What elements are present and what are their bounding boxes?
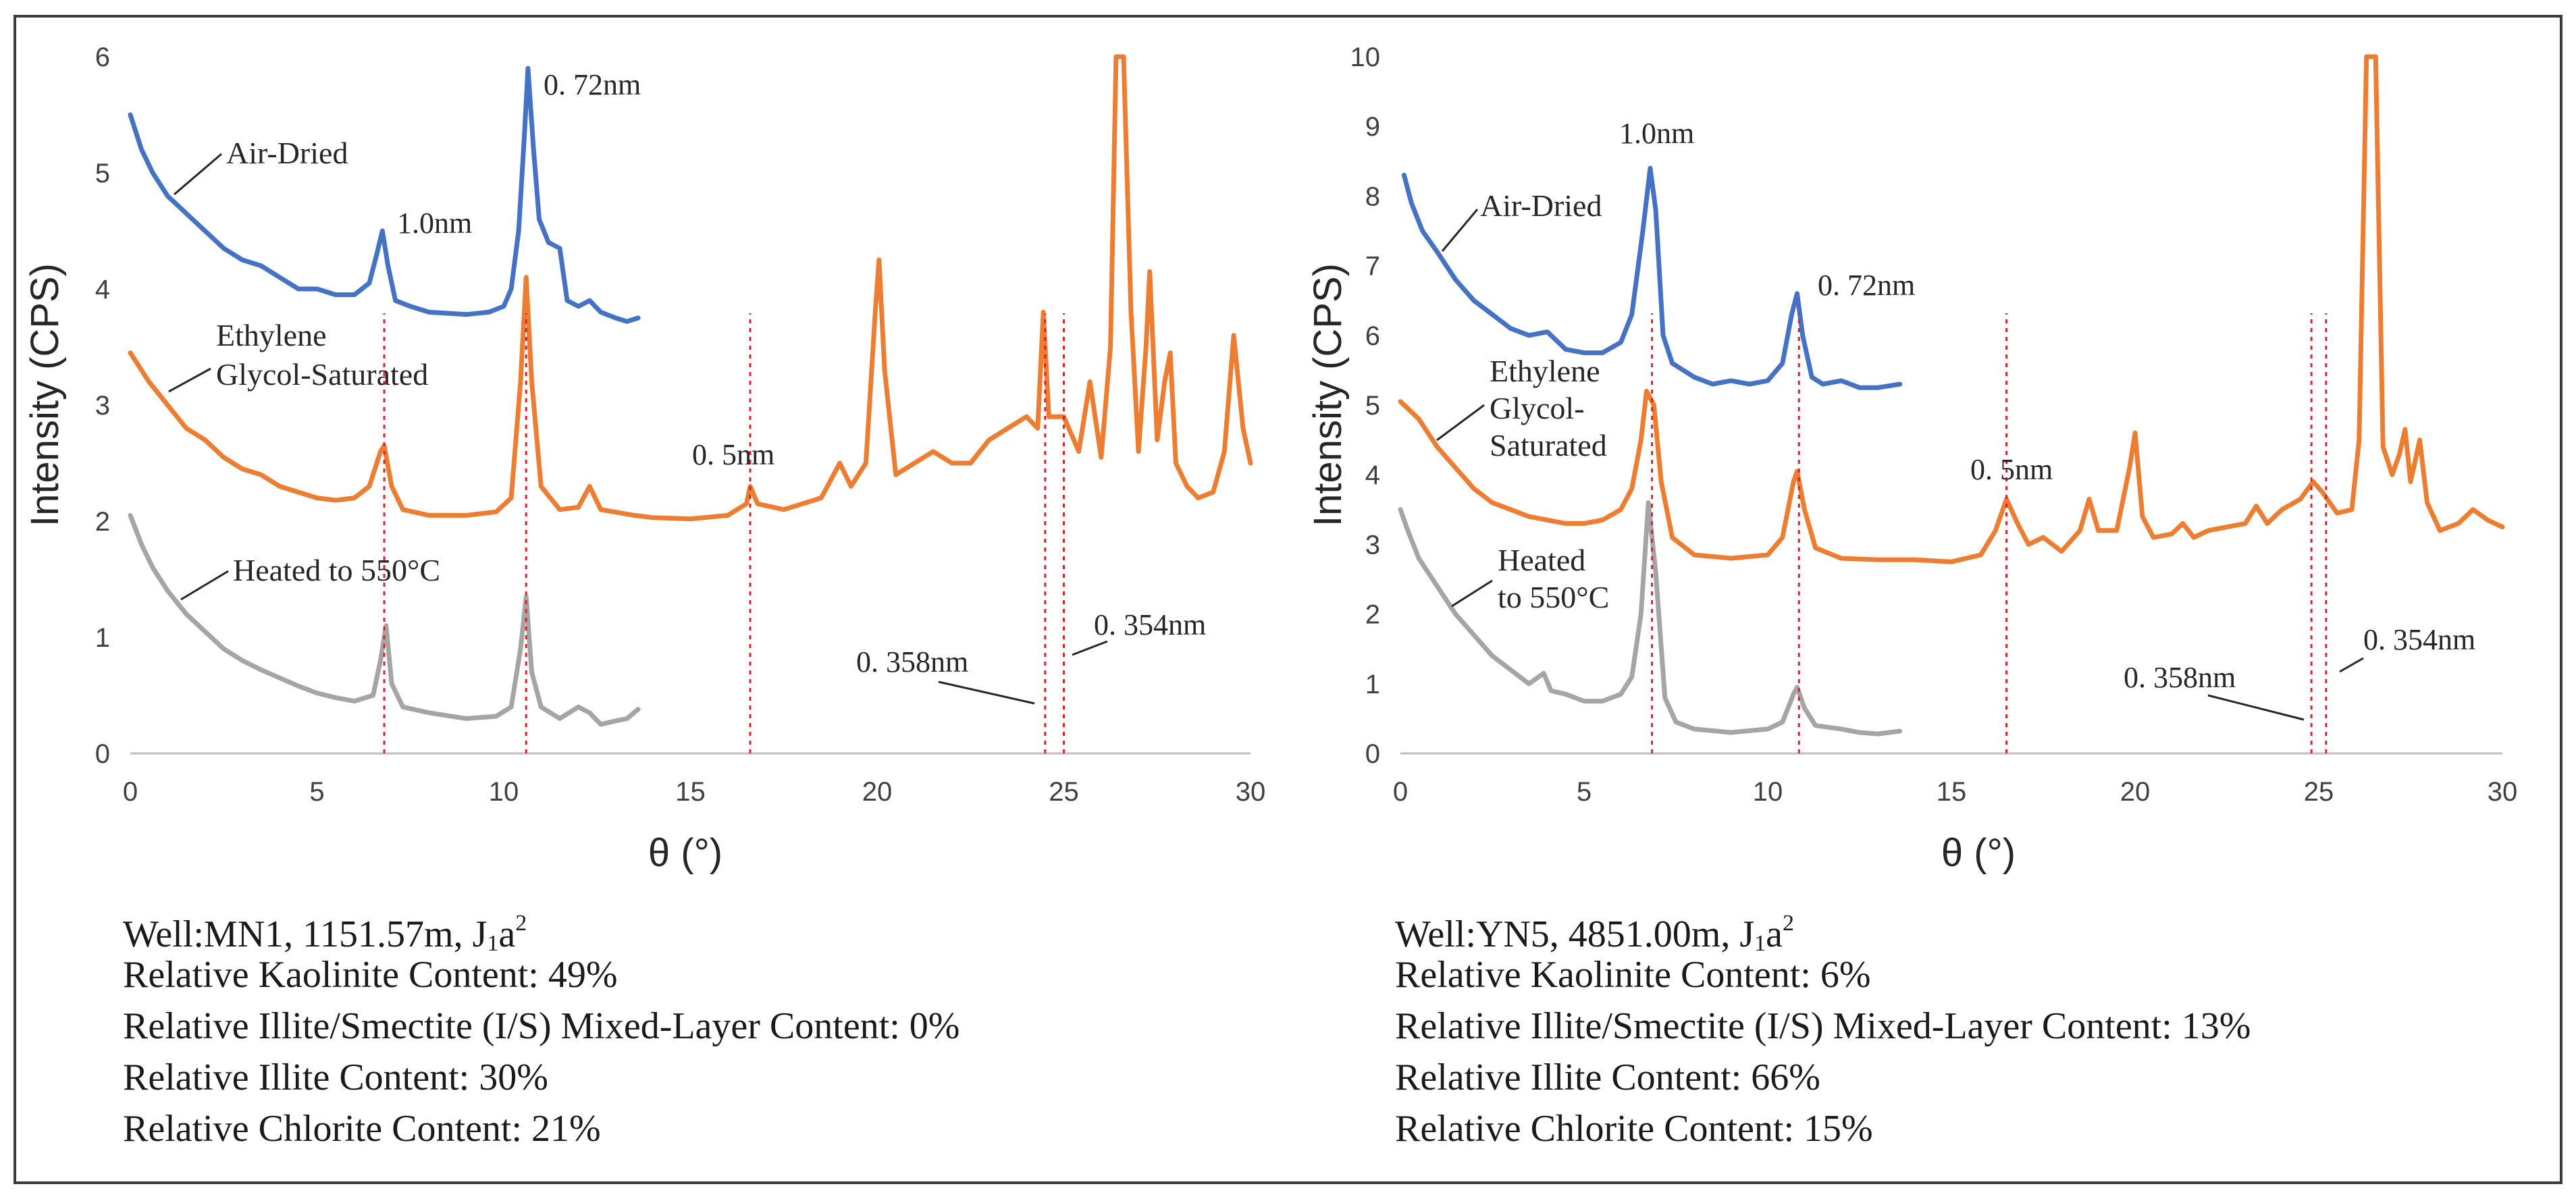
left-x-tick-label: 30 bbox=[1236, 777, 1266, 807]
left-peak-markers bbox=[383, 313, 1065, 753]
left-labels: Intensity (CPS) θ (°) 0. 72nm 1.0nm 0. 5… bbox=[23, 68, 1206, 875]
left-annotation-10nm: 1.0nm bbox=[397, 207, 472, 240]
left-annotation-0354nm: 0. 354nm bbox=[1094, 608, 1206, 641]
right-y-tick-label: 6 bbox=[1365, 321, 1380, 351]
left-y-tick-label: 2 bbox=[95, 507, 110, 537]
info-right-chlorite: Relative Chlorite Content: 15% bbox=[1395, 1108, 1873, 1150]
right-label-ethylene: Ethylene bbox=[1490, 354, 1600, 388]
right-x-tick-label: 20 bbox=[2120, 777, 2151, 807]
info-left-chlorite: Relative Chlorite Content: 21% bbox=[123, 1108, 601, 1150]
chart-right: 0 1 2 3 4 5 6 7 8 9 10 0 5 10 15 20 25 30 Intensity (CPS)… bbox=[1306, 43, 2518, 875]
left-y-tick-label: 6 bbox=[95, 43, 110, 72]
left-x-tick-label: 20 bbox=[862, 777, 893, 807]
left-series-glycol bbox=[128, 54, 1253, 522]
left-x-tick-label: 0 bbox=[123, 777, 138, 807]
right-y-axis-label: Intensity (CPS) bbox=[1306, 263, 1350, 527]
right-y-tick-label: 4 bbox=[1365, 460, 1380, 490]
left-annotation-072nm: 0. 72nm bbox=[544, 68, 641, 101]
right-label-air-dried: Air-Dried bbox=[1480, 188, 1602, 223]
right-y-tick-label: 3 bbox=[1365, 530, 1380, 560]
right-x-axis-label: θ (°) bbox=[1941, 831, 2016, 875]
right-labels: Intensity (CPS) θ (°) 1.0nm 0. 72nm 0. 5… bbox=[1306, 117, 2475, 875]
right-leader-heated bbox=[1451, 579, 1493, 608]
right-x-tick-label: 25 bbox=[2304, 777, 2334, 807]
left-y-axis-label: Intensity (CPS) bbox=[23, 263, 67, 527]
left-leader-heated bbox=[180, 570, 229, 601]
info-left: Well:MN1, 1151.57m, J1a2 Relative Kaolin… bbox=[123, 898, 960, 1154]
left-x-tick-label: 10 bbox=[489, 777, 519, 807]
right-x-tick-label: 15 bbox=[1937, 777, 1967, 807]
right-annotation-0354nm: 0. 354nm bbox=[2363, 623, 2475, 656]
left-y-tick-label: 1 bbox=[95, 623, 110, 653]
left-leader-air-dried bbox=[174, 153, 222, 196]
right-axes: 0 1 2 3 4 5 6 7 8 9 10 0 5 10 15 20 25 30 bbox=[1350, 43, 2518, 807]
left-series bbox=[128, 54, 1253, 727]
right-y-tick-label: 5 bbox=[1365, 391, 1380, 421]
right-peak-markers bbox=[1651, 313, 2328, 753]
left-y-tick-label: 5 bbox=[95, 159, 110, 188]
right-label-saturated: Saturated bbox=[1490, 428, 1607, 462]
right-y-tick-label: 7 bbox=[1365, 252, 1380, 282]
right-annotation-0358nm: 0. 358nm bbox=[2124, 661, 2236, 694]
info-left-well: Well:MN1, 1151.57m, J1a2 bbox=[123, 911, 527, 956]
left-leader-glycol bbox=[168, 367, 211, 393]
right-y-tick-label: 1 bbox=[1365, 670, 1380, 699]
info-right: Well:YN5, 4851.00m, J1a2 Relative Kaolin… bbox=[1395, 898, 2251, 1154]
left-y-tick-label: 0 bbox=[95, 739, 110, 769]
left-label-ethylene: Ethylene bbox=[216, 318, 327, 352]
right-annotation-072nm: 0. 72nm bbox=[1818, 269, 1915, 302]
figure-frame bbox=[14, 15, 2562, 1184]
left-leader-0354nm bbox=[1072, 640, 1108, 656]
right-x-tick-label: 0 bbox=[1393, 777, 1408, 807]
left-series-air-dried bbox=[128, 65, 641, 324]
info-right-well: Well:YN5, 4851.00m, J1a2 bbox=[1395, 911, 1794, 956]
right-series-glycol bbox=[1398, 54, 2505, 564]
right-y-tick-label: 0 bbox=[1365, 739, 1380, 769]
left-series-heated bbox=[128, 512, 641, 727]
info-left-illite: Relative Illite Content: 30% bbox=[123, 1057, 548, 1098]
right-series-air-dried bbox=[1401, 165, 1903, 390]
right-leader-air-dried bbox=[1441, 209, 1479, 252]
left-annotation-0358nm: 0. 358nm bbox=[856, 645, 968, 678]
left-y-tick-label: 3 bbox=[95, 391, 110, 421]
info-left-mixed-layer: Relative Illite/Smectite (I/S) Mixed-Lay… bbox=[123, 1005, 960, 1047]
right-y-tick-label: 2 bbox=[1365, 600, 1380, 630]
left-label-glycol: Glycol-Saturated bbox=[216, 357, 428, 392]
right-x-tick-label: 10 bbox=[1753, 777, 1783, 807]
right-y-tick-label: 10 bbox=[1350, 43, 1381, 72]
right-x-tick-label: 5 bbox=[1577, 777, 1592, 807]
left-x-tick-label: 15 bbox=[675, 777, 706, 807]
info-left-kaolinite: Relative Kaolinite Content: 49% bbox=[123, 954, 618, 996]
left-y-tick-label: 4 bbox=[95, 275, 110, 304]
right-label-heated: Heated bbox=[1498, 543, 1585, 577]
right-y-tick-label: 9 bbox=[1365, 112, 1380, 142]
right-leader-0358nm bbox=[2207, 694, 2305, 721]
right-leader-glycol bbox=[1436, 404, 1485, 442]
right-series bbox=[1398, 54, 2505, 737]
right-x-tick-label: 30 bbox=[2488, 777, 2518, 807]
left-x-axis-label: θ (°) bbox=[648, 831, 722, 875]
right-leader-0354nm bbox=[2339, 657, 2364, 673]
right-label-glycol: Glycol- bbox=[1490, 391, 1585, 425]
left-x-tick-label: 25 bbox=[1049, 777, 1079, 807]
right-series-heated bbox=[1398, 500, 1903, 737]
right-annotation-05nm: 0. 5nm bbox=[1970, 453, 2053, 486]
chart-left: 0 1 2 3 4 5 6 0 5 10 15 20 25 30 Intensity (CPS) θ (°… bbox=[23, 43, 1266, 875]
info-right-mixed-layer: Relative Illite/Smectite (I/S) Mixed-Lay… bbox=[1395, 1005, 2251, 1047]
left-label-air-dried: Air-Dried bbox=[226, 136, 348, 170]
right-y-tick-label: 8 bbox=[1365, 182, 1380, 211]
right-annotation-10nm: 1.0nm bbox=[1619, 117, 1694, 150]
info-right-illite: Relative Illite Content: 66% bbox=[1395, 1057, 1820, 1098]
left-leader-0358nm bbox=[938, 680, 1035, 705]
left-x-tick-label: 5 bbox=[309, 777, 324, 807]
left-annotation-05nm: 0. 5nm bbox=[692, 438, 774, 471]
right-label-to-550: to 550°C bbox=[1498, 580, 1609, 614]
info-right-kaolinite: Relative Kaolinite Content: 6% bbox=[1395, 954, 1871, 996]
left-label-heated: Heated to 550°C bbox=[233, 553, 440, 587]
